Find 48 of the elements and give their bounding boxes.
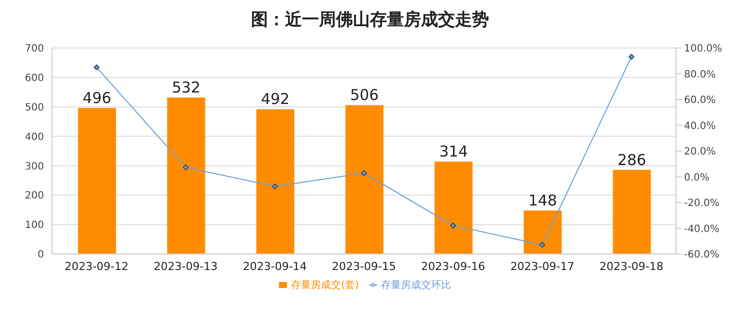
y-tick-label: 0 xyxy=(38,250,44,261)
point xyxy=(272,184,278,190)
y-tick-label: 600 xyxy=(24,72,44,84)
bar xyxy=(524,210,562,254)
bar xyxy=(434,162,473,254)
point xyxy=(182,164,189,170)
y-tick-label: 100 xyxy=(24,220,44,232)
data-label: 492 xyxy=(260,90,290,108)
y-tick-label: 300 xyxy=(24,161,44,172)
data-label: 314 xyxy=(439,142,468,161)
bar xyxy=(256,109,294,254)
data-label: 496 xyxy=(82,89,112,108)
y2-tick-label: 100.0% xyxy=(684,44,722,55)
point xyxy=(539,242,546,248)
x-tick-label: 2023-09-12 xyxy=(64,260,129,273)
bar xyxy=(78,108,116,254)
y2-tick-label: -40.0% xyxy=(684,224,720,235)
point xyxy=(450,222,456,228)
x-tick-label: 2023-09-17 xyxy=(510,260,574,273)
data-label: 506 xyxy=(350,86,379,104)
y-tick-label: 500 xyxy=(24,102,44,114)
data-label: 532 xyxy=(172,78,200,96)
bar xyxy=(167,97,206,254)
point xyxy=(361,170,367,176)
bar xyxy=(612,170,651,254)
chart-title: 图：近一周佛山存量房成交走势 xyxy=(250,9,490,32)
x-tick-label: 2023-09-16 xyxy=(421,260,486,273)
y-tick-label: 700 xyxy=(24,44,44,55)
y2-tick-label: 80.0% xyxy=(684,69,716,80)
y2-tick-label: 0.0% xyxy=(684,172,710,184)
x-tick-label: 2023-09-15 xyxy=(332,260,396,273)
y-tick-label: 400 xyxy=(24,132,44,143)
y-tick-label: 200 xyxy=(24,190,44,202)
x-tick-label: 2023-09-14 xyxy=(242,260,307,273)
y2-tick-label: 20.0% xyxy=(684,146,716,158)
point xyxy=(628,54,634,60)
y2-tick-label: -60.0% xyxy=(684,250,720,261)
x-tick-label: 2023-09-13 xyxy=(154,260,218,273)
bar xyxy=(345,105,384,254)
y2-tick-label: 40.0% xyxy=(684,120,716,132)
x-tick-label: 2023-09-18 xyxy=(599,260,664,273)
legend-label: 存量房成交(套) xyxy=(291,280,359,291)
y2-tick-label: -20.0% xyxy=(684,198,720,210)
point xyxy=(94,64,100,70)
data-label: 286 xyxy=(618,150,646,169)
legend-label: 存量房成交环比 xyxy=(380,280,451,291)
y2-tick-label: 60.0% xyxy=(684,95,716,106)
data-label: 148 xyxy=(528,191,558,210)
